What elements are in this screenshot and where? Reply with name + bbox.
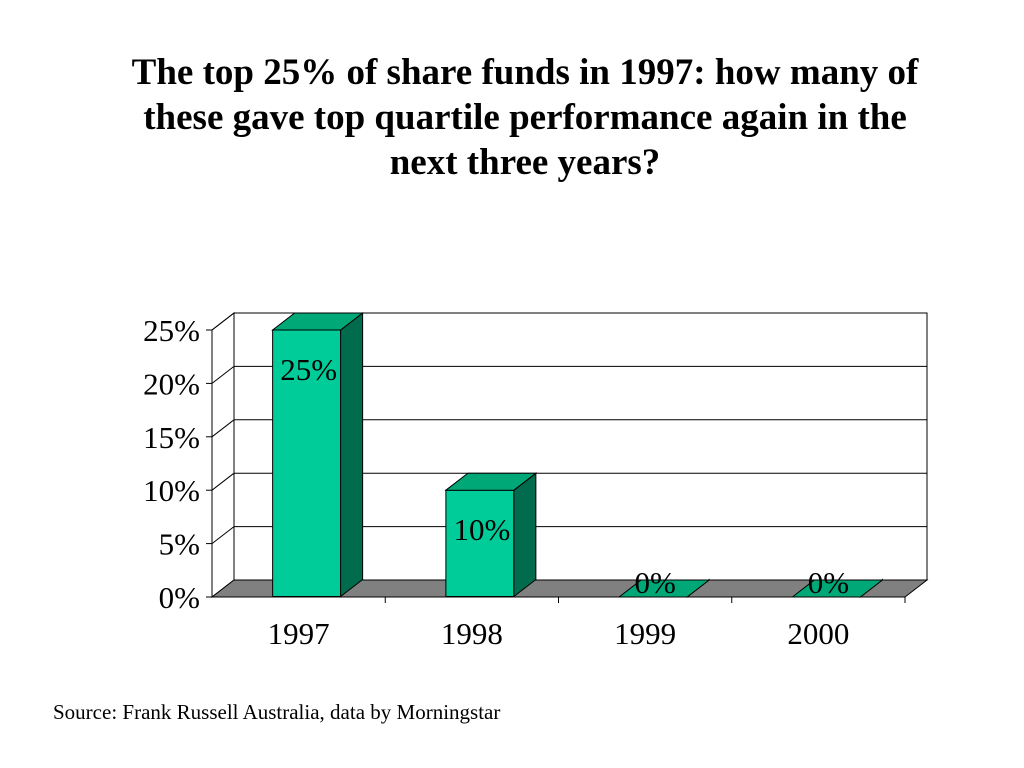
bar-top bbox=[271, 312, 365, 331]
y-tick-label: 5% bbox=[159, 527, 200, 562]
gridline-side bbox=[211, 366, 235, 384]
x-tick-label: 1997 bbox=[268, 616, 330, 651]
y-tick-label: 25% bbox=[143, 313, 200, 348]
source-note: Source: Frank Russell Australia, data by… bbox=[53, 700, 501, 724]
y-tick-label: 10% bbox=[143, 473, 200, 508]
bar bbox=[272, 329, 342, 597]
y-tick-label: 15% bbox=[143, 420, 200, 455]
bar-top bbox=[444, 472, 538, 491]
gridline-side bbox=[211, 526, 235, 544]
bar-top bbox=[617, 579, 711, 598]
bar-side bbox=[340, 311, 364, 598]
bar-side bbox=[513, 472, 537, 598]
x-tick-label: 1998 bbox=[441, 616, 503, 651]
gridline-side bbox=[211, 472, 235, 491]
data-label: 0% bbox=[808, 565, 849, 600]
side-wall bbox=[211, 311, 235, 599]
data-label: 0% bbox=[634, 565, 675, 600]
bar bbox=[445, 489, 515, 598]
gridline-side bbox=[211, 312, 235, 331]
y-tick-label: 0% bbox=[159, 580, 200, 615]
chart-bars bbox=[271, 311, 884, 599]
x-tick-label: 1999 bbox=[614, 616, 676, 651]
chart-labels: 0% 5% 10% 15% 20% 25% 1997 25% 1998 10% 1999 0% 2000… bbox=[143, 313, 849, 651]
gridline-side bbox=[211, 419, 235, 438]
bar-chart: 0% 5% 10% 15% 20% 25% 1997 25% 1998 10% 1999 0% 2000… bbox=[143, 311, 929, 651]
slide-title: The top 25% of share funds in 1997: how … bbox=[131, 52, 919, 184]
y-tick-label: 20% bbox=[143, 366, 200, 401]
data-label: 25% bbox=[280, 352, 337, 387]
x-tick-label: 2000 bbox=[787, 616, 849, 651]
data-label: 10% bbox=[453, 512, 510, 547]
bar-top bbox=[790, 579, 884, 598]
